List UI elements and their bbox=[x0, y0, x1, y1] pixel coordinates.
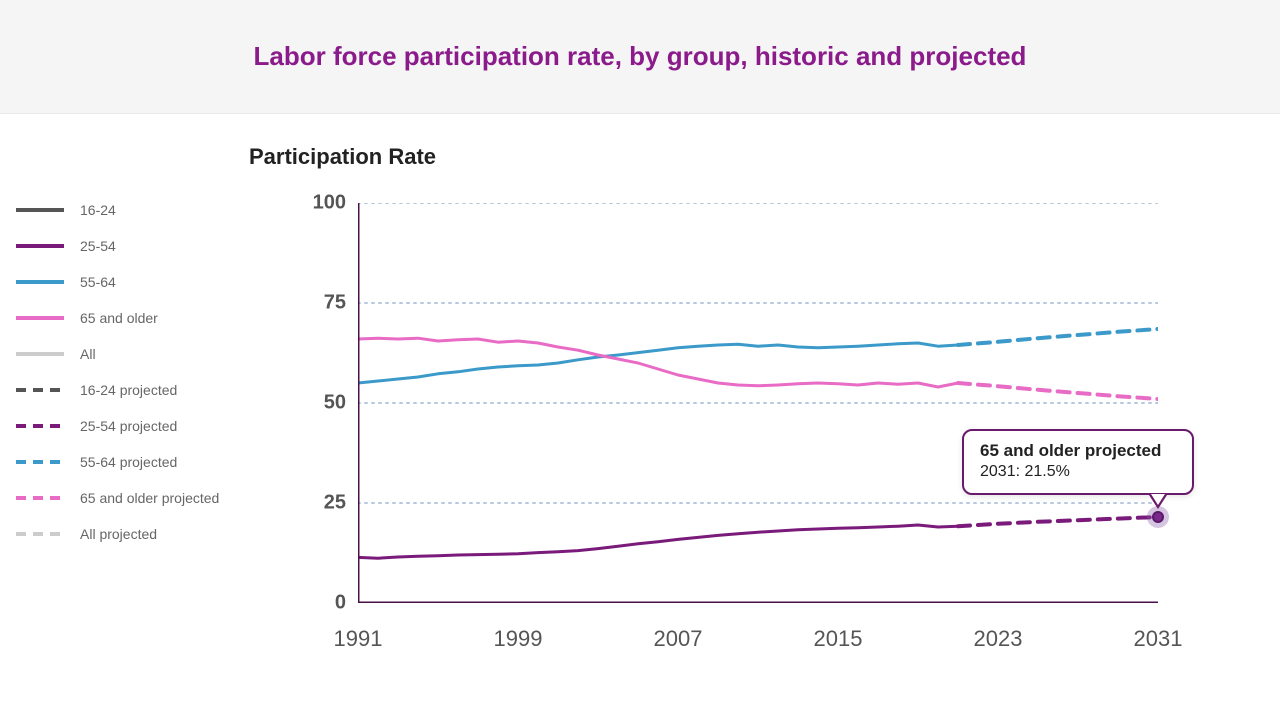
chart-plot bbox=[358, 203, 1158, 603]
chart-header: Labor force participation rate, by group… bbox=[0, 0, 1280, 114]
legend-label: 55-64 bbox=[80, 274, 116, 290]
legend-item[interactable]: 25-54 bbox=[14, 228, 229, 264]
y-tick-label: 100 bbox=[0, 192, 346, 215]
series-p65p[interactable] bbox=[958, 383, 1158, 399]
tooltip: 65 and older projected 2031: 21.5% bbox=[962, 429, 1194, 495]
legend-label: 25-54 bbox=[80, 238, 116, 254]
chart-subtitle: Participation Rate bbox=[249, 144, 436, 170]
x-tick-label: 2015 bbox=[814, 626, 863, 652]
tooltip-tail-inner bbox=[1151, 494, 1165, 505]
legend-label: All bbox=[80, 346, 96, 362]
legend-swatch bbox=[14, 272, 66, 292]
page-title: Labor force participation rate, by group… bbox=[254, 41, 1027, 72]
series-p55_64[interactable] bbox=[958, 329, 1158, 345]
legend-swatch bbox=[14, 236, 66, 256]
chart-content: Participation Rate 16-2425-5455-6465 and… bbox=[0, 114, 1280, 720]
tooltip-title: 65 and older projected bbox=[980, 441, 1176, 461]
legend-swatch bbox=[14, 452, 66, 472]
legend-swatch bbox=[14, 416, 66, 436]
y-tick-label: 0 bbox=[0, 592, 346, 615]
legend-label: 25-54 projected bbox=[80, 418, 177, 434]
legend-item[interactable]: All projected bbox=[14, 516, 229, 552]
legend-item[interactable]: 55-64 projected bbox=[14, 444, 229, 480]
x-tick-label: 1991 bbox=[334, 626, 383, 652]
x-tick-label: 2023 bbox=[974, 626, 1023, 652]
y-tick-label: 50 bbox=[0, 392, 346, 415]
y-tick-label: 75 bbox=[0, 292, 346, 315]
legend-label: 55-64 projected bbox=[80, 454, 177, 470]
legend-swatch bbox=[14, 524, 66, 544]
x-tick-label: 1999 bbox=[494, 626, 543, 652]
legend-swatch bbox=[14, 344, 66, 364]
series-s55_64[interactable] bbox=[358, 343, 958, 383]
tooltip-value: 2031: 21.5% bbox=[980, 463, 1176, 481]
legend-label: All projected bbox=[80, 526, 157, 542]
series-s25_54[interactable] bbox=[358, 525, 958, 558]
y-tick-label: 25 bbox=[0, 492, 346, 515]
x-tick-label: 2007 bbox=[654, 626, 703, 652]
legend-item[interactable]: All bbox=[14, 336, 229, 372]
series-p25_54[interactable] bbox=[958, 517, 1158, 526]
tooltip-point bbox=[1152, 511, 1164, 523]
x-tick-label: 2031 bbox=[1134, 626, 1183, 652]
